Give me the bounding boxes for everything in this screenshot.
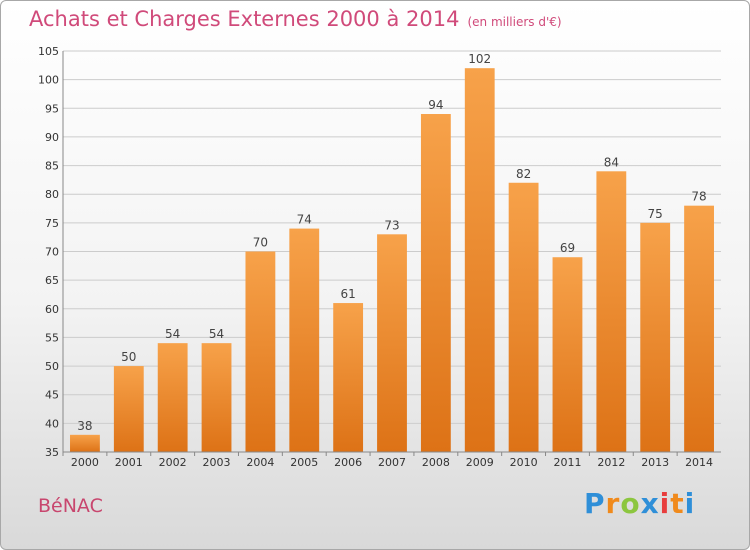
bar-value-label: 69 (560, 241, 575, 255)
bar (201, 343, 232, 452)
logo-letter: i (684, 487, 696, 520)
bar-value-label: 82 (516, 167, 531, 181)
y-tick-label: 35 (45, 446, 59, 459)
bars: 38 50 54 54 70 74 61 73 94 102 82 69 84 75 78 (70, 52, 714, 453)
bar-value-label: 75 (648, 207, 663, 221)
bar (70, 434, 100, 452)
proxiti-logo: Proxiti (584, 487, 695, 520)
bar (157, 343, 188, 452)
logo-letter: o (620, 487, 641, 520)
logo-letter: t (670, 487, 685, 520)
y-tick-label: 50 (45, 360, 59, 373)
y-tick-label: 85 (45, 160, 59, 173)
bar (289, 228, 320, 452)
logo-letter: x (640, 487, 660, 520)
bar-value-label: 50 (121, 350, 136, 364)
bar-value-label: 54 (165, 327, 180, 341)
bar-value-label: 61 (340, 287, 355, 301)
bar (377, 234, 407, 452)
bar-value-label: 84 (604, 155, 619, 169)
bar (684, 205, 714, 452)
bar (596, 171, 627, 453)
logo-letter: r (605, 487, 621, 520)
bar (420, 114, 451, 452)
y-tick-label: 100 (38, 74, 59, 87)
y-tick-label: 40 (45, 417, 59, 430)
bar (552, 257, 583, 452)
y-tick-label: 65 (45, 274, 59, 287)
bar-value-label: 38 (77, 419, 92, 433)
chart-unit: (en milliers d'€) (467, 15, 562, 29)
y-tick-label: 80 (45, 188, 59, 201)
logo-letter: P (584, 487, 606, 520)
y-tick-label: 60 (45, 303, 59, 316)
x-tick-label: 2004 (246, 456, 274, 469)
y-tick-label: 105 (38, 45, 59, 58)
bar (640, 222, 671, 452)
y-axis: 35 40 45 50 55 60 65 70 75 80 85 90 95 100 105 (38, 45, 64, 459)
bar-value-label: 94 (428, 98, 443, 112)
x-tick-label: 2012 (597, 456, 625, 469)
x-tick-label: 2011 (553, 456, 581, 469)
x-tick-label: 2000 (71, 456, 99, 469)
chart-title: Achats et Charges Externes 2000 à 2014 (e… (29, 7, 562, 31)
y-tick-label: 95 (45, 102, 59, 115)
x-tick-label: 2014 (685, 456, 713, 469)
y-tick-label: 45 (45, 389, 59, 402)
x-tick-label: 2003 (203, 456, 231, 469)
x-axis: 2000 2001 2002 2003 2004 2005 2006 2007 2008 2009… (62, 451, 721, 469)
bar-value-label: 54 (209, 327, 224, 341)
bar (464, 68, 495, 452)
x-tick-label: 2009 (466, 456, 494, 469)
bar-value-label: 78 (691, 190, 706, 204)
y-tick-label: 90 (45, 131, 59, 144)
bar-value-label: 70 (253, 236, 268, 250)
bar (333, 303, 364, 452)
bar (508, 182, 539, 452)
x-tick-label: 2001 (115, 456, 143, 469)
x-tick-label: 2010 (510, 456, 538, 469)
x-tick-label: 2002 (159, 456, 187, 469)
x-tick-label: 2013 (641, 456, 669, 469)
bar-value-label: 74 (297, 213, 312, 227)
x-tick-label: 2007 (378, 456, 406, 469)
y-tick-label: 70 (45, 246, 59, 259)
bar (245, 251, 276, 452)
y-tick-label: 75 (45, 217, 59, 230)
commune-name: BéNAC (38, 495, 103, 517)
x-tick-label: 2005 (290, 456, 318, 469)
bar-value-label: 102 (468, 52, 491, 66)
chart-title-text: Achats et Charges Externes 2000 à 2014 (29, 7, 460, 31)
y-tick-label: 55 (45, 331, 59, 344)
x-tick-label: 2008 (422, 456, 450, 469)
x-tick-label: 2006 (334, 456, 362, 469)
logo-letter: i (659, 487, 671, 520)
bar (113, 366, 144, 452)
bar-value-label: 73 (384, 218, 399, 232)
